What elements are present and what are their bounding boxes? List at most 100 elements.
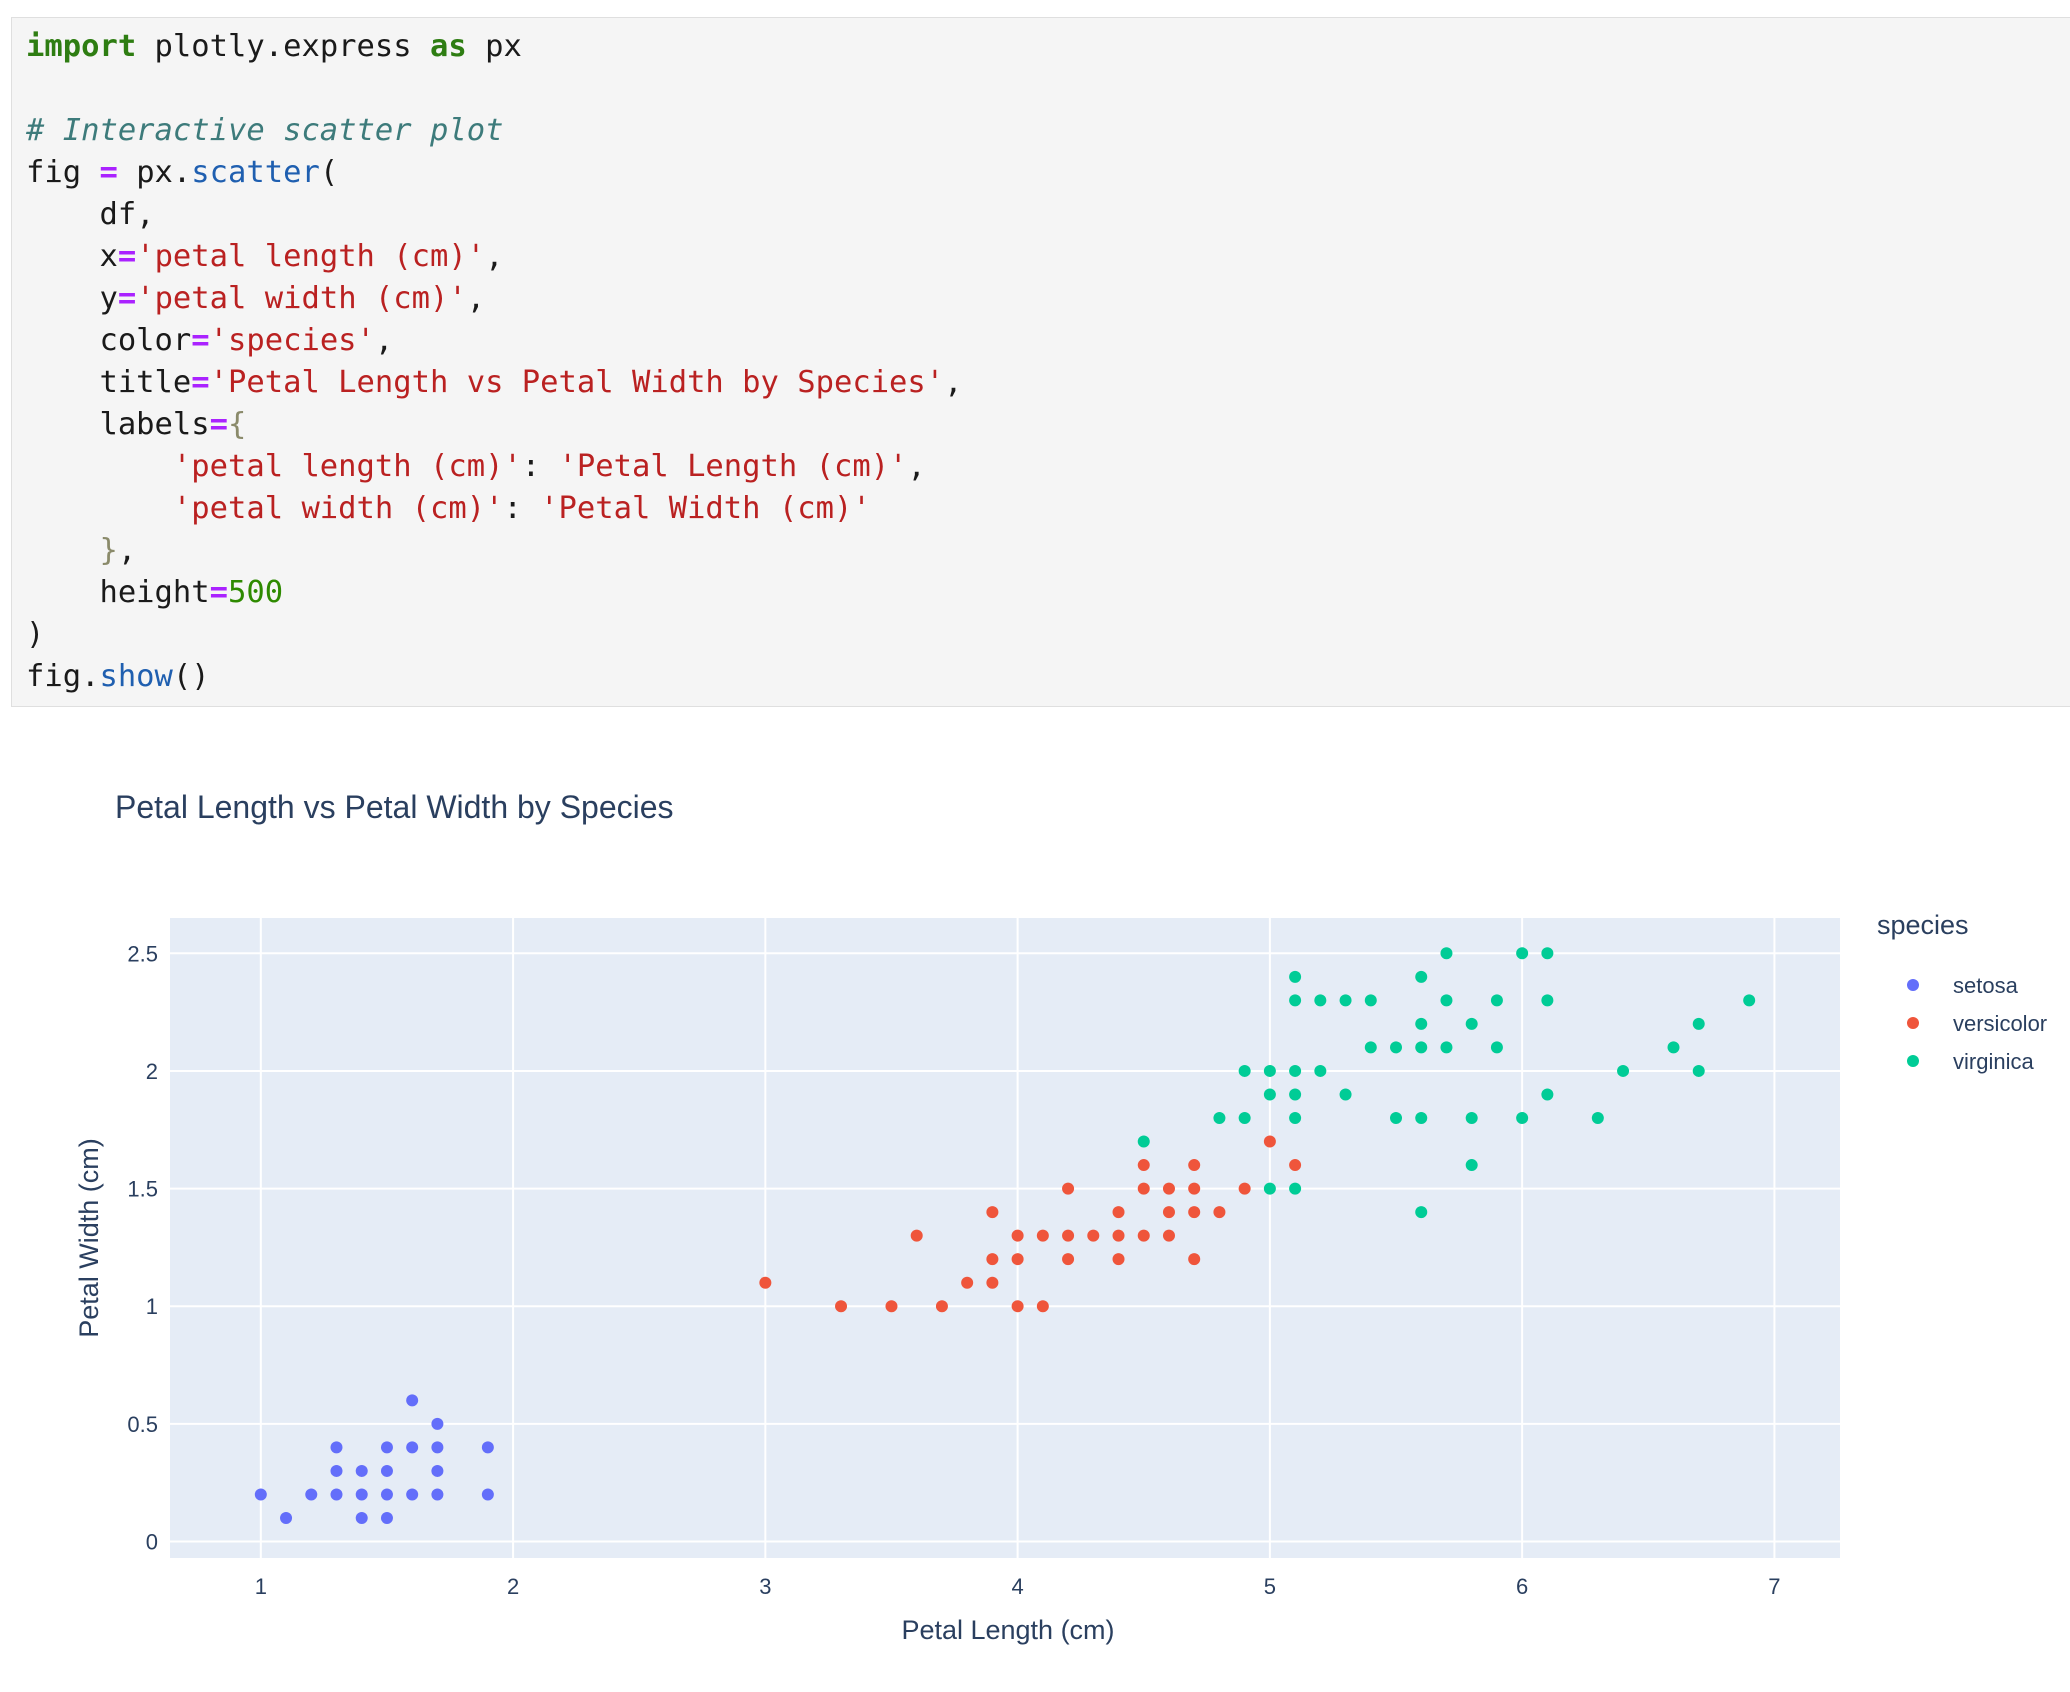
scatter-point[interactable] <box>1289 970 1302 983</box>
scatter-point[interactable] <box>1667 1041 1680 1054</box>
scatter-point[interactable] <box>1238 1064 1251 1077</box>
scatter-point[interactable] <box>1087 1229 1100 1242</box>
scatter-point[interactable] <box>1364 994 1377 1007</box>
scatter-point[interactable] <box>1289 994 1302 1007</box>
scatter-point[interactable] <box>406 1441 419 1454</box>
scatter-point[interactable] <box>380 1512 393 1524</box>
scatter-point[interactable] <box>1465 1112 1478 1124</box>
scatter-point[interactable] <box>1263 1088 1276 1101</box>
legend-item-virginica[interactable]: virginica <box>1907 1049 2034 1074</box>
scatter-point[interactable] <box>1188 1182 1201 1195</box>
scatter-point[interactable] <box>1289 1064 1302 1077</box>
scatter-point[interactable] <box>1238 1112 1251 1124</box>
scatter-point[interactable] <box>986 1206 999 1219</box>
scatter-point[interactable] <box>1339 1088 1352 1101</box>
scatter-point[interactable] <box>885 1300 898 1313</box>
scatter-point[interactable] <box>1516 1112 1529 1124</box>
scatter-point[interactable] <box>1390 1112 1403 1124</box>
scatter-point[interactable] <box>330 1441 343 1454</box>
scatter-point[interactable] <box>1011 1300 1024 1313</box>
scatter-point[interactable] <box>355 1488 368 1501</box>
plot-area[interactable] <box>170 918 1840 1558</box>
legend-item-versicolor[interactable]: versicolor <box>1907 1011 2047 1036</box>
scatter-point[interactable] <box>355 1512 368 1524</box>
scatter-point[interactable] <box>1390 1041 1403 1054</box>
scatter-point[interactable] <box>431 1417 444 1430</box>
code-cell[interactable]: import plotly.express as px # Interactiv… <box>11 17 2070 707</box>
scatter-point[interactable] <box>1062 1182 1075 1195</box>
scatter-point[interactable] <box>1062 1253 1075 1266</box>
scatter-point[interactable] <box>1112 1229 1125 1242</box>
scatter-point[interactable] <box>1415 1206 1428 1219</box>
scatter-point[interactable] <box>1162 1206 1175 1219</box>
scatter-point[interactable] <box>1036 1229 1049 1242</box>
scatter-point[interactable] <box>1516 947 1529 960</box>
scatter-point[interactable] <box>1440 994 1453 1007</box>
scatter-point[interactable] <box>305 1488 318 1501</box>
scatter-point[interactable] <box>986 1276 999 1289</box>
scatter-point[interactable] <box>1188 1159 1201 1172</box>
scatter-point[interactable] <box>1162 1229 1175 1242</box>
scatter-point[interactable] <box>1289 1088 1302 1101</box>
scatter-point[interactable] <box>759 1276 772 1289</box>
scatter-point[interactable] <box>1591 1112 1604 1124</box>
scatter-point[interactable] <box>1213 1206 1226 1219</box>
scatter-point[interactable] <box>1263 1064 1276 1077</box>
scatter-point[interactable] <box>1490 1041 1503 1054</box>
scatter-point[interactable] <box>1415 1041 1428 1054</box>
scatter-point[interactable] <box>1440 947 1453 960</box>
scatter-point[interactable] <box>1465 1159 1478 1172</box>
scatter-point[interactable] <box>1314 1064 1327 1077</box>
scatter-point[interactable] <box>406 1394 419 1407</box>
scatter-point[interactable] <box>1213 1112 1226 1124</box>
scatter-point[interactable] <box>1415 1112 1428 1124</box>
scatter-point[interactable] <box>1617 1064 1630 1077</box>
scatter-point[interactable] <box>1112 1206 1125 1219</box>
scatter-point[interactable] <box>1440 1041 1453 1054</box>
scatter-point[interactable] <box>380 1488 393 1501</box>
scatter-point[interactable] <box>1263 1135 1276 1148</box>
scatter-point[interactable] <box>1339 994 1352 1007</box>
scatter-point[interactable] <box>1289 1112 1302 1124</box>
scatter-point[interactable] <box>1137 1159 1150 1172</box>
scatter-point[interactable] <box>1541 1088 1554 1101</box>
scatter-point[interactable] <box>280 1512 293 1524</box>
scatter-point[interactable] <box>1743 994 1756 1007</box>
scatter-point[interactable] <box>1692 1017 1705 1030</box>
scatter-point[interactable] <box>1238 1182 1251 1195</box>
scatter-point[interactable] <box>1188 1253 1201 1266</box>
scatter-point[interactable] <box>910 1229 923 1242</box>
scatter-point[interactable] <box>961 1276 974 1289</box>
scatter-point[interactable] <box>1541 994 1554 1007</box>
scatter-point[interactable] <box>431 1464 444 1477</box>
scatter-point[interactable] <box>330 1464 343 1477</box>
scatter-point[interactable] <box>330 1488 343 1501</box>
scatter-point[interactable] <box>1263 1182 1276 1195</box>
scatter-point[interactable] <box>1364 1041 1377 1054</box>
scatter-point[interactable] <box>1162 1182 1175 1195</box>
scatter-point[interactable] <box>1490 994 1503 1007</box>
scatter-point[interactable] <box>1415 970 1428 983</box>
scatter-point[interactable] <box>254 1488 267 1501</box>
scatter-point[interactable] <box>481 1441 494 1454</box>
scatter-point[interactable] <box>1112 1253 1125 1266</box>
scatter-point[interactable] <box>431 1488 444 1501</box>
scatter-point[interactable] <box>380 1441 393 1454</box>
scatter-point[interactable] <box>431 1441 444 1454</box>
scatter-point[interactable] <box>1465 1017 1478 1030</box>
scatter-point[interactable] <box>1036 1300 1049 1313</box>
scatter-point[interactable] <box>1541 947 1554 960</box>
scatter-point[interactable] <box>1137 1182 1150 1195</box>
scatter-point[interactable] <box>1188 1206 1201 1219</box>
scatter-point[interactable] <box>1011 1229 1024 1242</box>
scatter-point[interactable] <box>481 1488 494 1501</box>
scatter-point[interactable] <box>380 1464 393 1477</box>
scatter-point[interactable] <box>986 1253 999 1266</box>
scatter-point[interactable] <box>355 1464 368 1477</box>
scatter-point[interactable] <box>935 1300 948 1313</box>
legend-item-setosa[interactable]: setosa <box>1907 973 2019 998</box>
scatter-point[interactable] <box>1314 994 1327 1007</box>
scatter-point[interactable] <box>835 1300 848 1313</box>
scatter-point[interactable] <box>1137 1135 1150 1148</box>
scatter-point[interactable] <box>1011 1253 1024 1266</box>
